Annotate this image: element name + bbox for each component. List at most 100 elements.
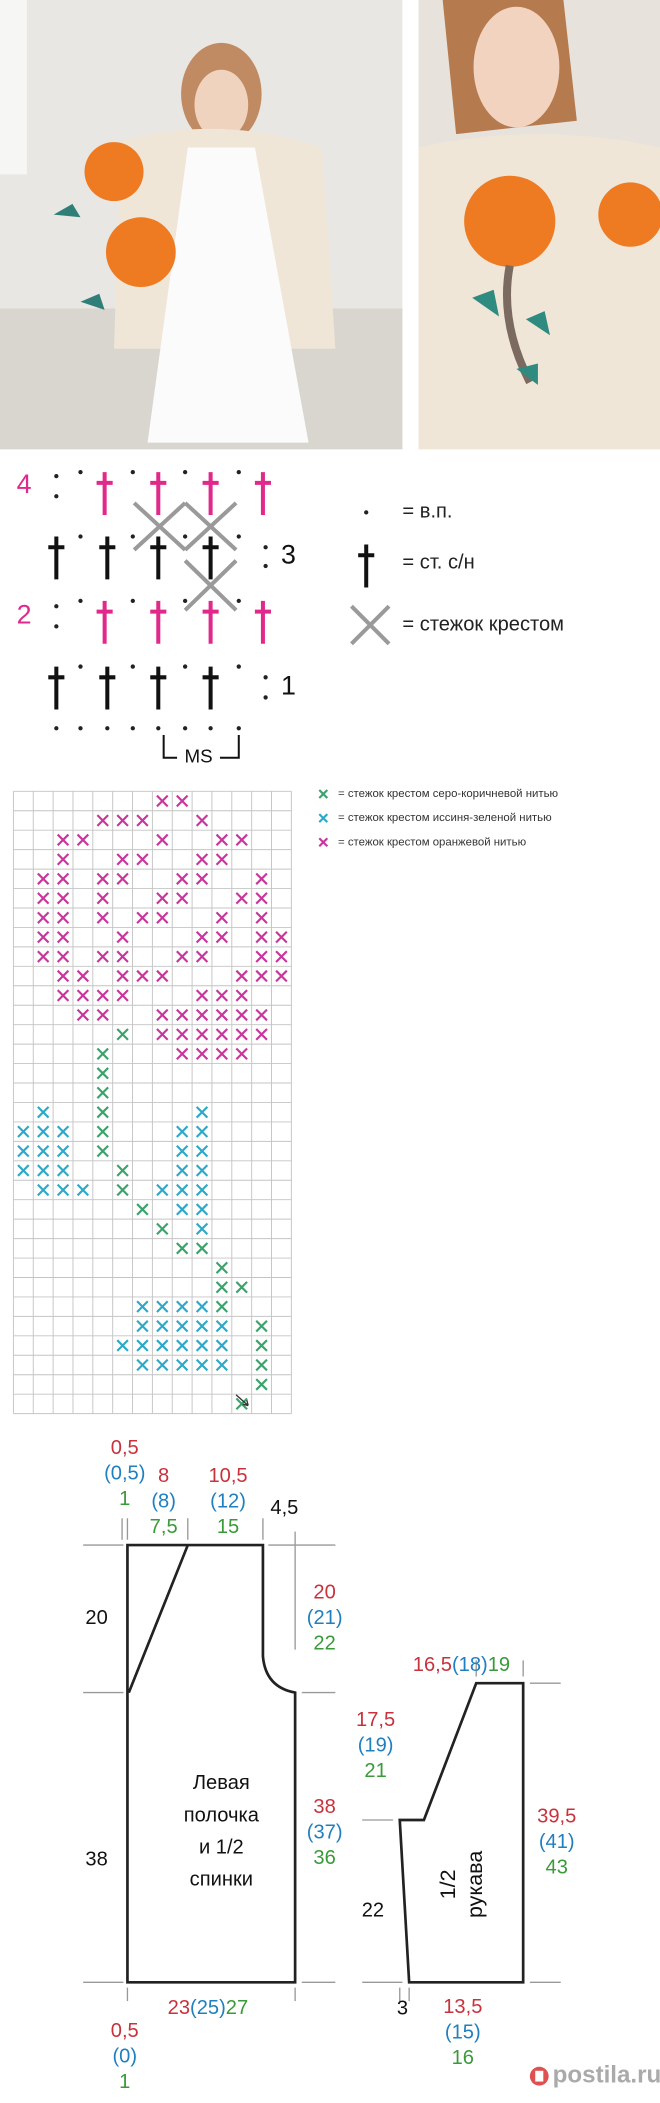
- cross-stitch: [176, 1203, 189, 1216]
- measurement: 23(25)27: [168, 1997, 249, 2019]
- double-crochet-symbol: [150, 600, 167, 644]
- cross-stitch: [176, 872, 189, 885]
- measurement: (12): [210, 1490, 246, 1512]
- cross-stitch: [56, 1164, 70, 1177]
- cross-stitch: [136, 1319, 149, 1333]
- cross-stitch: [176, 1183, 189, 1197]
- measurement: 21: [364, 1760, 386, 1782]
- cross-stitch: [56, 931, 70, 944]
- cross-stitch: [215, 1358, 229, 1372]
- double-crochet-symbol: [254, 472, 271, 516]
- cross-stitch: [156, 1222, 169, 1235]
- piece-label: рукава: [463, 1851, 487, 1918]
- cross-stitch: [176, 1300, 189, 1313]
- cross-stitch: [235, 833, 248, 847]
- cross-stitch: [156, 969, 169, 983]
- measurement: 1: [119, 2071, 130, 2093]
- cross-stitch: [116, 950, 129, 963]
- cross-stitch: [215, 1047, 229, 1060]
- chain-dot: [208, 726, 213, 731]
- chain-dot: [182, 598, 188, 604]
- cross-stitch: [116, 853, 129, 866]
- cross-stitch: [96, 1067, 109, 1080]
- chain-dot: [182, 664, 188, 669]
- cross-stitch: [195, 1144, 209, 1158]
- cross-stitch: [37, 1106, 50, 1119]
- cross-stitch: [275, 931, 288, 944]
- measurement: 3: [397, 1997, 408, 2019]
- cross-stitch: [195, 1164, 209, 1177]
- chain-dot: [263, 563, 268, 569]
- cross-stitch: [275, 969, 288, 983]
- cross-stitch: [235, 892, 248, 905]
- cross-stitch: [176, 892, 189, 905]
- double-crochet-symbol: [96, 472, 113, 516]
- measurement: 20: [313, 1582, 335, 1604]
- cross-stitch: [255, 911, 268, 924]
- repeat-label: MS: [184, 746, 212, 767]
- double-crochet-symbol: [150, 536, 167, 580]
- cross-stitch: [156, 1300, 169, 1313]
- measurement: 16,5(18)19: [413, 1654, 510, 1676]
- legend-text: = стежок крестом оранжевой нитью: [338, 836, 527, 848]
- cross-stitch: [195, 1183, 209, 1197]
- cross-stitch: [195, 1047, 209, 1060]
- cross-stitch: [37, 872, 50, 885]
- cross-stitch: [96, 911, 109, 924]
- chain-dot: [236, 598, 241, 604]
- measurement: (15): [445, 2022, 481, 2044]
- cross-stitch: [76, 989, 90, 1002]
- chain-dot: [263, 675, 268, 680]
- chain-dot: [54, 494, 59, 499]
- watermark: postila.ru: [553, 2062, 660, 2089]
- cross-stitch: [176, 1358, 189, 1372]
- measurement: (8): [151, 1490, 176, 1512]
- cross-stitch: [136, 814, 149, 827]
- measurement: 0,5: [111, 1437, 139, 1459]
- double-crochet-symbol: [99, 536, 116, 580]
- symbol-chart: 4 3 2 1 MS = в.п. = ст. с/н = стежок крестом: [17, 469, 564, 766]
- cross-stitch: [156, 1028, 169, 1041]
- cross-stitch: [156, 1183, 169, 1197]
- measurement-part: 19: [488, 1654, 510, 1676]
- cross-stitch: [176, 1164, 189, 1177]
- measurement: 17,5: [356, 1709, 395, 1731]
- cross-stitch: [195, 1222, 209, 1235]
- cross-stitch: [37, 1144, 50, 1158]
- cross-stitch: [156, 1319, 169, 1333]
- cross-stitch: [156, 794, 169, 808]
- cross-stitch: [215, 833, 229, 847]
- cross-stitch: [136, 1300, 149, 1313]
- cross-stitch: [96, 892, 109, 905]
- measurement: 15: [217, 1516, 239, 1538]
- measurement-part: 23: [168, 1997, 190, 2019]
- piece-label: спинки: [190, 1869, 253, 1891]
- measurement: 7,5: [150, 1516, 178, 1538]
- cross-stitch: [176, 1008, 189, 1022]
- cross-stitch: [255, 969, 268, 983]
- legend-text: = ст. с/н: [402, 552, 474, 574]
- cross-stitch: [136, 1358, 149, 1372]
- cross-stitch: [176, 1339, 189, 1352]
- cross-stitch: [136, 1203, 149, 1216]
- chain-dot: [156, 726, 161, 731]
- cross-stitch: [17, 1125, 30, 1138]
- measurement: (0,5): [104, 1462, 145, 1484]
- double-crochet-symbol: [48, 666, 65, 710]
- double-crochet-symbol: [150, 472, 167, 516]
- cross-stitch: [215, 1339, 229, 1352]
- body-dimension-lines: [83, 1518, 336, 2002]
- cross-stitch: [215, 1300, 229, 1313]
- cross-stitch: [176, 1144, 189, 1158]
- repeat-bracket: [162, 734, 240, 759]
- chain-dot: [182, 726, 188, 731]
- cross-stitch: [195, 853, 209, 866]
- cross-stitch: [195, 1300, 209, 1313]
- cross-stitch: [56, 853, 70, 866]
- measurement: 20: [85, 1607, 107, 1629]
- cross-stitch: [96, 989, 109, 1002]
- chain-dot: [182, 534, 188, 539]
- cross-stitch: [37, 1125, 50, 1138]
- cross-stitch: [255, 872, 268, 885]
